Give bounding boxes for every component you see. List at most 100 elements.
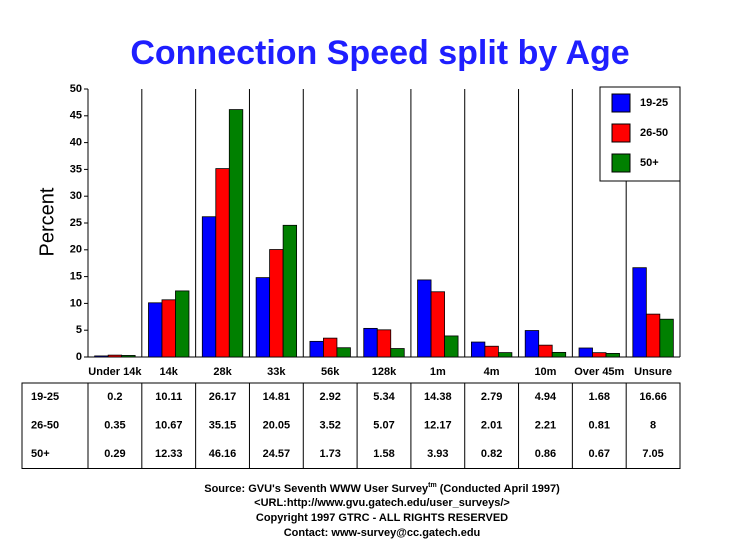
table-cell: 2.92: [319, 391, 340, 403]
table-cell: 1.58: [373, 448, 394, 460]
bar: [175, 290, 190, 358]
bar: [551, 351, 567, 358]
x-tick-label: Unsure: [634, 366, 672, 378]
x-tick-label: 14k: [160, 366, 179, 378]
bar: [659, 318, 674, 358]
bar: [107, 354, 123, 358]
table-cell: 3.52: [319, 420, 340, 432]
bar: [201, 216, 217, 358]
bar: [538, 344, 553, 358]
x-tick-label: Over 45m: [574, 366, 624, 378]
table-row-label: 50+: [31, 448, 50, 460]
bar: [470, 341, 486, 358]
y-axis-label: Percent: [36, 187, 58, 256]
bar: [121, 355, 136, 358]
x-tick-label: 128k: [372, 366, 397, 378]
bar: [255, 277, 271, 358]
bar: [336, 347, 351, 358]
table-cell: 7.05: [642, 448, 663, 460]
table-cell: 1.73: [319, 448, 340, 460]
table-cell: 26.17: [209, 391, 237, 403]
table-cell: 12.17: [424, 420, 452, 432]
x-tick-label: Under 14k: [88, 366, 142, 378]
y-tick-label: 10: [70, 297, 82, 309]
bar: [215, 168, 230, 358]
table-cell: 10.11: [155, 391, 182, 403]
x-tick-label: 10m: [534, 366, 556, 378]
bar: [323, 337, 338, 358]
source: Source: GVU's Seventh WWW User Surveytm …: [204, 482, 560, 495]
table-cell: 2.01: [481, 420, 502, 432]
bar: [390, 348, 405, 358]
bar: [228, 109, 244, 358]
table-cell: 8: [650, 420, 656, 432]
table-cell: 0.67: [589, 448, 610, 460]
x-tick-label: 33k: [267, 366, 286, 378]
bar: [161, 299, 176, 358]
table-cell: 4.94: [535, 391, 557, 403]
table-cell: 0.82: [481, 448, 502, 460]
legend-swatch: [611, 93, 631, 113]
table-cell: 0.35: [104, 420, 125, 432]
bar: [524, 330, 540, 358]
bar: [282, 224, 298, 358]
y-tick-label: 25: [70, 217, 82, 229]
chart-title: Connection Speed split by Age: [130, 34, 629, 72]
contact: Contact: www-survey@cc.gatech.edu: [284, 527, 481, 539]
table-cell: 5.07: [373, 420, 394, 432]
y-tick-label: 45: [70, 110, 82, 122]
bar: [430, 291, 445, 358]
bar: [605, 353, 620, 358]
bar: [632, 267, 647, 358]
bar: [376, 329, 392, 358]
bar: [269, 249, 284, 358]
table-cell: 2.79: [481, 391, 502, 403]
legend-swatch: [611, 123, 631, 143]
y-tick-label: 20: [70, 244, 82, 256]
table-cell: 2.21: [535, 420, 556, 432]
legend-label: 50+: [640, 157, 659, 169]
table-cell: 1.68: [589, 391, 610, 403]
table-cell: 46.16: [209, 448, 237, 460]
bar: [484, 345, 499, 358]
table-cell: 16.66: [639, 391, 667, 403]
table-cell: 20.05: [263, 420, 291, 432]
y-tick-label: 15: [70, 271, 82, 283]
table-cell: 35.15: [209, 420, 237, 432]
table-cell: 24.57: [263, 448, 291, 460]
bar: [417, 279, 432, 358]
table-cell: 0.81: [589, 420, 610, 432]
copyright: Copyright 1997 GTRC - ALL RIGHTS RESERVE…: [256, 512, 508, 524]
y-tick-label: 30: [70, 190, 82, 202]
table-cell: 0.2: [107, 391, 122, 403]
table-cell: 14.38: [424, 391, 452, 403]
y-tick-label: 50: [70, 83, 82, 95]
table-cell: 5.34: [373, 391, 395, 403]
bar: [309, 340, 324, 358]
source-text: Source: GVU's Seventh WWW User Survey: [204, 483, 429, 495]
url: <URL:http://www.gvu.gatech.edu/user_surv…: [254, 497, 510, 509]
y-tick-label: 0: [76, 351, 82, 363]
x-tick-label: 1m: [430, 366, 446, 378]
table-cell: 0.86: [535, 448, 556, 460]
table-cell: 10.67: [155, 420, 183, 432]
legend-label: 26-50: [640, 127, 668, 139]
table-row-label: 26-50: [31, 420, 59, 432]
x-tick-label: 4m: [484, 366, 500, 378]
bar: [578, 347, 593, 358]
x-tick-label: 56k: [321, 366, 340, 378]
table-row-label: 19-25: [31, 391, 59, 403]
legend-label: 19-25: [640, 97, 668, 109]
source-note: (Conducted April 1997): [437, 483, 560, 495]
bar: [363, 327, 378, 358]
bar: [94, 355, 109, 358]
table-cell: 14.81: [263, 391, 291, 403]
bar: [645, 313, 661, 358]
bar: [444, 335, 459, 358]
y-tick-label: 5: [76, 324, 82, 336]
bar: [592, 352, 607, 358]
table-cell: 12.33: [155, 448, 183, 460]
bar: [497, 352, 513, 358]
source-mark: tm: [428, 482, 437, 489]
